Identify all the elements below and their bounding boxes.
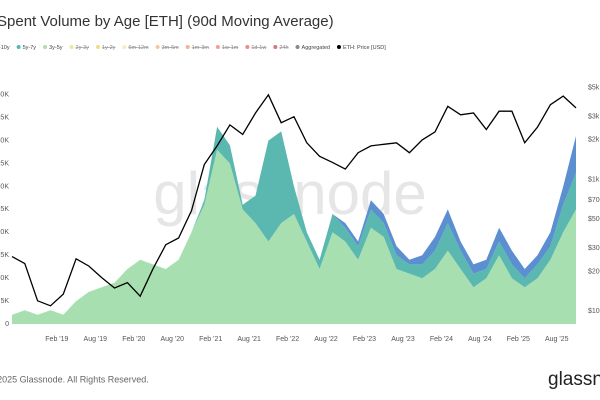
x-tick-label: Feb '23 [353,336,376,343]
y2-tick-label: $100 [588,308,600,315]
x-tick-label: Feb '19 [45,336,68,343]
legend-dot [95,45,100,49]
x-tick-label: Aug '21 [237,336,261,343]
y-tick-label: 20K [0,229,9,236]
legend-dot [273,45,278,49]
area [12,126,576,315]
y-tick-label: 10K [0,275,9,282]
legend-dot [336,45,341,49]
legend-dot [122,45,127,49]
y2-tick-label: $1k [588,176,600,183]
x-tick-label: Aug '19 [84,336,108,343]
x-tick-label: Aug '24 [468,336,492,343]
y-tick-label: 5K [0,298,9,305]
legend-label: ETH: Price [USD] [343,45,386,51]
y-tick-label: 40K [0,137,9,144]
legend-dot [43,45,48,49]
legend-label: 3m-6m [162,45,180,51]
x-tick-label: Aug '23 [391,336,415,343]
x-tick-label: Feb '21 [199,336,222,343]
logo: glassnode [548,369,600,390]
y2-tick-label: $300 [588,245,600,252]
chart-title: Spent Volume by Age [ETH] (90d Moving Av… [0,13,334,30]
legend-label: 3y-5y [49,45,63,51]
legend-dot [155,45,160,49]
legend-dot [16,45,21,49]
y2-tick-label: $2k [588,137,600,144]
legend-dot [185,45,190,49]
y2-tick-label: $3k [588,114,600,121]
y-tick-label: 0 [5,321,9,328]
x-tick-label: Aug '22 [314,336,338,343]
x-tick-label: Feb '22 [276,336,299,343]
legend-dot [215,45,220,49]
y2-tick-label: $500 [588,216,600,223]
x-tick-label: Feb '20 [122,336,145,343]
y2-tick-label: $700 [588,197,600,204]
legend-dot [245,45,250,49]
legend-label: 2y-3y [76,45,90,51]
y2-tick-label: $5k [588,84,600,91]
legend-label: 1m-3m [192,45,210,51]
x-tick-label: Feb '24 [430,336,453,343]
x-tick-label: Aug '20 [160,336,184,343]
y-tick-label: 25K [0,206,9,213]
legend-label: Aggregated [302,45,330,51]
y-tick-label: 45K [0,115,9,122]
price-line [11,93,577,307]
y-tick-label: 50K [0,92,9,99]
y2-tick-label: $200 [588,268,600,275]
y-tick-label: 30K [0,183,9,190]
legend-label: 5y-7y [23,45,37,51]
legend-dot [69,45,74,49]
legend-label: 24h [279,45,288,51]
legend-label: 7y-10y [0,45,10,51]
legend-label: 1d-1w [251,45,266,51]
legend-label: 1y-2y [102,45,116,51]
area [12,149,576,324]
y-tick-label: 15K [0,252,9,259]
legend-label: 1w-1m [222,45,239,51]
x-tick-label: Feb '25 [507,336,530,343]
x-tick-label: Aug '25 [545,336,569,343]
legend-dot [295,45,300,49]
footer: © 2025 Glassnode. All Rights Reserved. [0,374,149,384]
y-tick-label: 35K [0,160,9,167]
legend-label: 6m-12m [128,45,149,51]
